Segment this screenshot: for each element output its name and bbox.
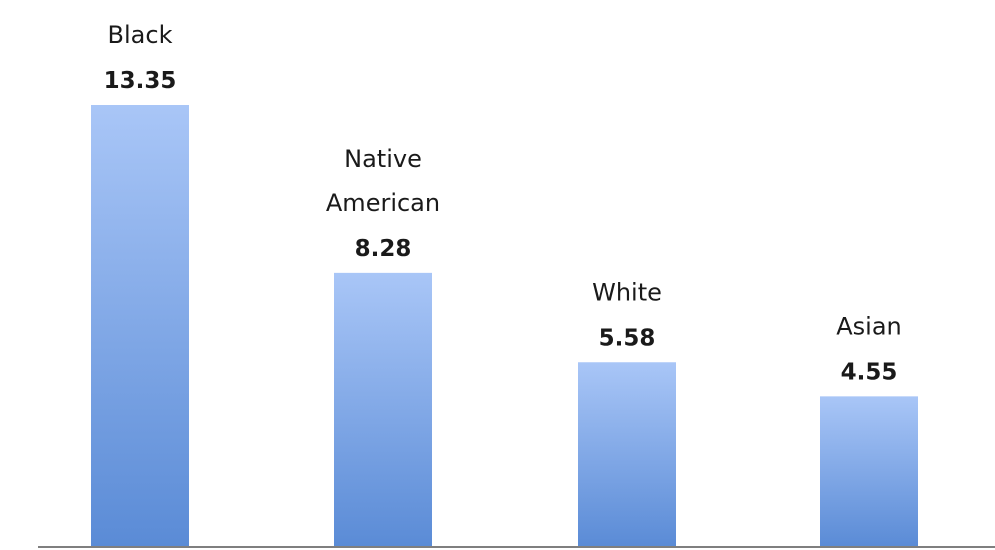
category-label-native-american-line-2: American <box>326 189 440 217</box>
value-label-white: 5.58 <box>599 325 656 351</box>
bars-group <box>91 105 918 547</box>
bar-asian <box>820 396 918 547</box>
category-label-white: White <box>592 278 662 306</box>
category-label-black: Black <box>108 21 173 49</box>
category-label-asian: Asian <box>836 312 902 340</box>
category-label-native-american-line-1: Native <box>344 145 422 173</box>
bar-black <box>91 105 189 547</box>
value-label-asian: 4.55 <box>841 359 898 385</box>
labels-group: 13.35 Black 8.28 Native American 5.58 White 4.5… <box>104 21 902 385</box>
value-label-native-american: 8.28 <box>355 236 412 262</box>
bar-native-american <box>334 272 432 547</box>
value-label-black: 13.35 <box>104 68 177 94</box>
bar-white <box>578 362 676 547</box>
